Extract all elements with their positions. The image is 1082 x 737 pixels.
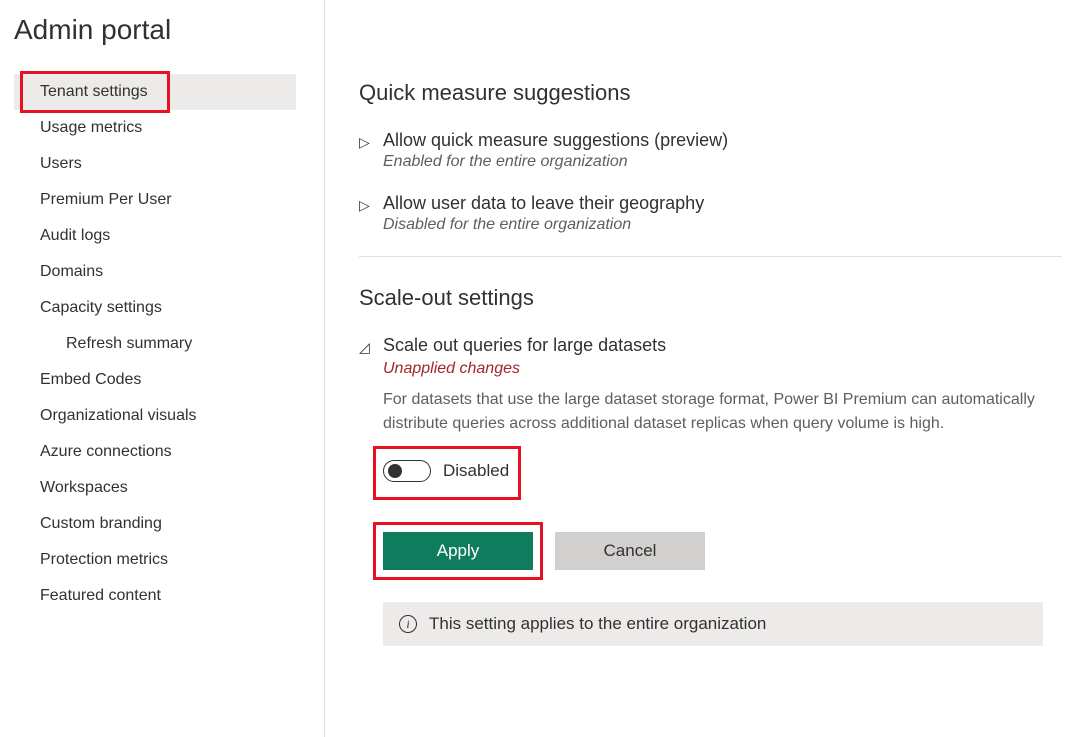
setting-status: Enabled for the entire organization [383,153,728,171]
setting-status: Disabled for the entire organization [383,216,704,234]
sidebar-item-embed-codes[interactable]: Embed Codes [14,362,324,398]
sidebar-item-protection-metrics[interactable]: Protection metrics [14,542,324,578]
chevron-down-icon: ◿ [359,339,371,356]
setting-title: Scale out queries for large datasets [383,335,1062,356]
sidebar-item-audit-logs[interactable]: Audit logs [14,218,324,254]
sidebar-item-featured-content[interactable]: Featured content [14,578,324,614]
sidebar-nav: Tenant settings Usage metrics Users Prem… [14,74,324,614]
sidebar-item-capacity-settings[interactable]: Capacity settings [14,290,324,326]
sidebar-item-azure-connections[interactable]: Azure connections [14,434,324,470]
chevron-right-icon: ▷ [359,197,371,214]
section-heading-quick-measure: Quick measure suggestions [359,80,1062,106]
cancel-button[interactable]: Cancel [555,532,705,570]
sidebar-item-domains[interactable]: Domains [14,254,324,290]
setting-row[interactable]: ▷ Allow quick measure suggestions (previ… [359,130,1062,171]
page-title: Admin portal [14,14,324,46]
sidebar-item-organizational-visuals[interactable]: Organizational visuals [14,398,324,434]
sidebar-item-users[interactable]: Users [14,146,324,182]
info-icon: i [399,615,417,633]
section-heading-scale-out: Scale-out settings [359,285,1062,311]
info-bar: i This setting applies to the entire org… [383,602,1043,646]
setting-title: Allow quick measure suggestions (preview… [383,130,728,151]
setting-description: For datasets that use the large dataset … [383,388,1062,436]
sidebar-item-refresh-summary[interactable]: Refresh summary [14,326,324,362]
sidebar-item-tenant-settings[interactable]: Tenant settings [14,74,296,110]
setting-row[interactable]: ▷ Allow user data to leave their geograp… [359,193,1062,234]
unapplied-changes-label: Unapplied changes [383,360,1062,378]
setting-title: Allow user data to leave their geography [383,193,704,214]
toggle-knob [388,464,402,478]
chevron-right-icon: ▷ [359,134,371,151]
sidebar: Admin portal Tenant settings Usage metri… [0,0,325,737]
info-text: This setting applies to the entire organ… [429,614,766,634]
section-divider [359,256,1062,257]
main-content: Quick measure suggestions ▷ Allow quick … [325,0,1082,737]
sidebar-item-workspaces[interactable]: Workspaces [14,470,324,506]
toggle-label: Disabled [443,461,509,481]
sidebar-item-custom-branding[interactable]: Custom branding [14,506,324,542]
apply-button[interactable]: Apply [383,532,533,570]
sidebar-item-premium-per-user[interactable]: Premium Per User [14,182,324,218]
scale-out-toggle[interactable] [383,460,431,482]
sidebar-item-usage-metrics[interactable]: Usage metrics [14,110,324,146]
setting-row-expanded[interactable]: ◿ Scale out queries for large datasets U… [359,335,1062,646]
